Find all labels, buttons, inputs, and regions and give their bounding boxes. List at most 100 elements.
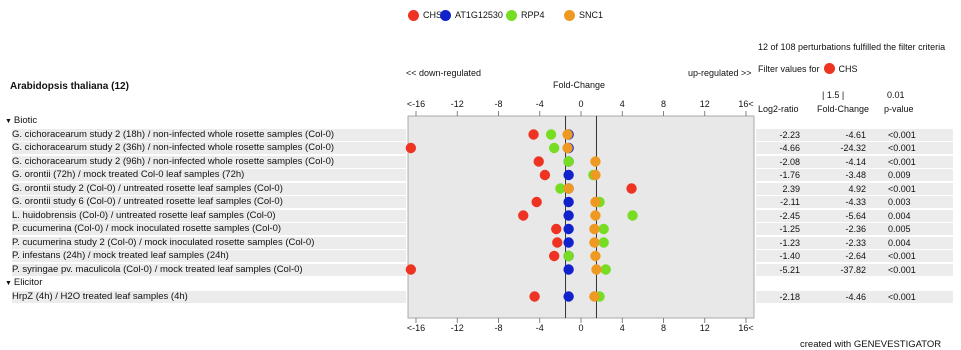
- threshold-fc: | 1.5 |: [822, 90, 845, 100]
- data-point-rpp4: [627, 210, 638, 221]
- value-row: [756, 169, 953, 181]
- filter-values-label: Filter values for CHS: [758, 63, 858, 74]
- value-row: [756, 250, 953, 262]
- data-point-snc1: [590, 210, 601, 221]
- column-header-fold-change: Fold-Change: [817, 104, 870, 114]
- row-label[interactable]: G. orontii study 6 (Col-0) / untreated r…: [12, 196, 406, 208]
- value-p: <0.001: [888, 291, 916, 302]
- value-row: [756, 263, 953, 276]
- value-log2: -1.23: [779, 237, 800, 248]
- bottom-tick-label: 16<: [738, 323, 753, 333]
- value-p: 0.003: [888, 197, 911, 207]
- row-label[interactable]: G. cichoracearum study 2 (36h) / non-inf…: [12, 142, 406, 154]
- value-fc: -3.48: [845, 170, 866, 180]
- row-label[interactable]: P. cucumerina (Col-0) / mock inoculated …: [12, 223, 406, 235]
- data-point-snc1: [562, 142, 573, 154]
- value-log2: -2.18: [779, 291, 800, 302]
- top-tick-label: 4: [620, 99, 625, 109]
- legend-dot-icon: [564, 9, 575, 21]
- data-point-chs: [518, 210, 529, 221]
- row-label[interactable]: G. cichoracearum study 2 (96h) / non-inf…: [12, 155, 406, 168]
- row-label[interactable]: G. cichoracearum study 2 (18h) / non-inf…: [12, 128, 406, 141]
- data-point-snc1: [590, 156, 601, 167]
- top-tick-label: -4: [536, 99, 544, 109]
- value-fc: -4.46: [845, 291, 866, 302]
- value-log2: -1.40: [779, 251, 800, 261]
- value-fc: -37.82: [840, 264, 866, 275]
- row-label[interactable]: P. syringae pv. maculicola (Col-0) / moc…: [12, 263, 406, 276]
- fold-change-title: Fold-Change: [553, 80, 606, 90]
- data-point-chs: [626, 183, 637, 194]
- data-point-at1g12530: [563, 291, 574, 302]
- bottom-tick-label: -12: [451, 323, 464, 333]
- legend-dot-icon: [408, 9, 419, 21]
- legend-item-chs: CHS: [408, 9, 442, 21]
- data-point-snc1: [589, 291, 600, 302]
- row-label[interactable]: L. huidobrensis (Col-0) / untreated rose…: [12, 209, 406, 222]
- legend-item-snc1: SNC1: [564, 9, 603, 21]
- legend-dot-icon: [440, 9, 451, 21]
- value-fc: -5.64: [845, 210, 866, 221]
- row-label[interactable]: P. cucumerina study 2 (Col-0) / mock ino…: [12, 236, 406, 249]
- bottom-tick-label: 0: [578, 323, 583, 333]
- legend-label: RPP4: [521, 10, 545, 20]
- bottom-tick-label: 8: [661, 323, 666, 333]
- top-tick-label: <-16: [407, 99, 425, 109]
- data-point-at1g12530: [563, 223, 574, 235]
- group-label-biotic[interactable]: ▼ Biotic: [5, 115, 37, 127]
- data-point-rpp4: [594, 196, 605, 208]
- down-regulated-label: << down-regulated: [406, 68, 482, 78]
- top-tick-label: -12: [451, 99, 464, 109]
- data-point-rpp4: [563, 156, 574, 167]
- legend-item-at1g12530: AT1G12530: [440, 9, 503, 21]
- up-regulated-label: up-regulated >>: [688, 68, 752, 78]
- data-point-rpp4: [555, 183, 566, 194]
- data-point-snc1: [562, 129, 573, 140]
- value-p: <0.001: [888, 143, 916, 153]
- data-point-snc1: [589, 237, 600, 248]
- legend-label: CHS: [423, 10, 443, 20]
- value-log2: 2.39: [782, 183, 800, 194]
- organism-title: Arabidopsis thaliana (12): [10, 81, 129, 92]
- row-label[interactable]: P. infestans (24h) / mock treated leaf s…: [12, 250, 406, 262]
- value-row: [756, 182, 953, 195]
- data-point-chs: [539, 169, 551, 181]
- value-log2: -2.45: [779, 210, 800, 221]
- data-point-snc1: [590, 196, 601, 208]
- value-fc: -4.61: [845, 129, 866, 140]
- collapse-triangle-icon[interactable]: ▼: [5, 280, 14, 287]
- value-log2: -5.21: [779, 264, 800, 275]
- value-fc: 4.92: [848, 183, 866, 194]
- value-log2: -2.11: [780, 197, 800, 207]
- data-point-rpp4: [548, 142, 560, 154]
- top-tick-label: 16<: [738, 99, 753, 109]
- group-name: Biotic: [13, 115, 38, 126]
- row-label[interactable]: HrpZ (4h) / H2O treated leaf samples (4h…: [12, 290, 406, 303]
- data-point-at1g12530: [563, 156, 574, 167]
- legend-label: AT1G12530: [455, 10, 503, 20]
- value-fc: -2.64: [845, 251, 866, 261]
- legend-dot-icon: [506, 9, 517, 21]
- group-label-elicitor[interactable]: ▼ Elicitor: [5, 277, 42, 289]
- row-label[interactable]: G. orontii study 2 (Col-0) / untreated r…: [12, 182, 406, 195]
- data-point-at1g12530: [563, 210, 574, 221]
- value-fc: -2.36: [845, 224, 866, 234]
- bottom-tick-label: <-16: [407, 323, 425, 333]
- value-fc: -24.32: [840, 143, 866, 153]
- row-label[interactable]: G. orontii (72h) / mock treated Col-0 le…: [12, 169, 406, 181]
- value-fc: -4.33: [845, 197, 866, 207]
- data-point-snc1: [563, 183, 574, 194]
- bottom-tick-label: -4: [536, 323, 544, 333]
- data-point-at1g12530: [563, 237, 574, 248]
- legend-label: SNC1: [579, 10, 604, 20]
- filter-summary: 12 of 108 perturbations fulfilled the fi…: [758, 42, 946, 52]
- value-p: <0.001: [888, 156, 916, 167]
- value-p: 0.004: [888, 210, 911, 221]
- data-point-at1g12530: [563, 183, 574, 194]
- data-point-rpp4: [598, 223, 609, 235]
- filter-gene-name: CHS: [838, 63, 858, 74]
- collapse-triangle-icon[interactable]: ▼: [5, 118, 14, 125]
- data-point-chs: [548, 250, 560, 262]
- value-row: [756, 142, 953, 154]
- threshold-p: 0.01: [887, 90, 905, 100]
